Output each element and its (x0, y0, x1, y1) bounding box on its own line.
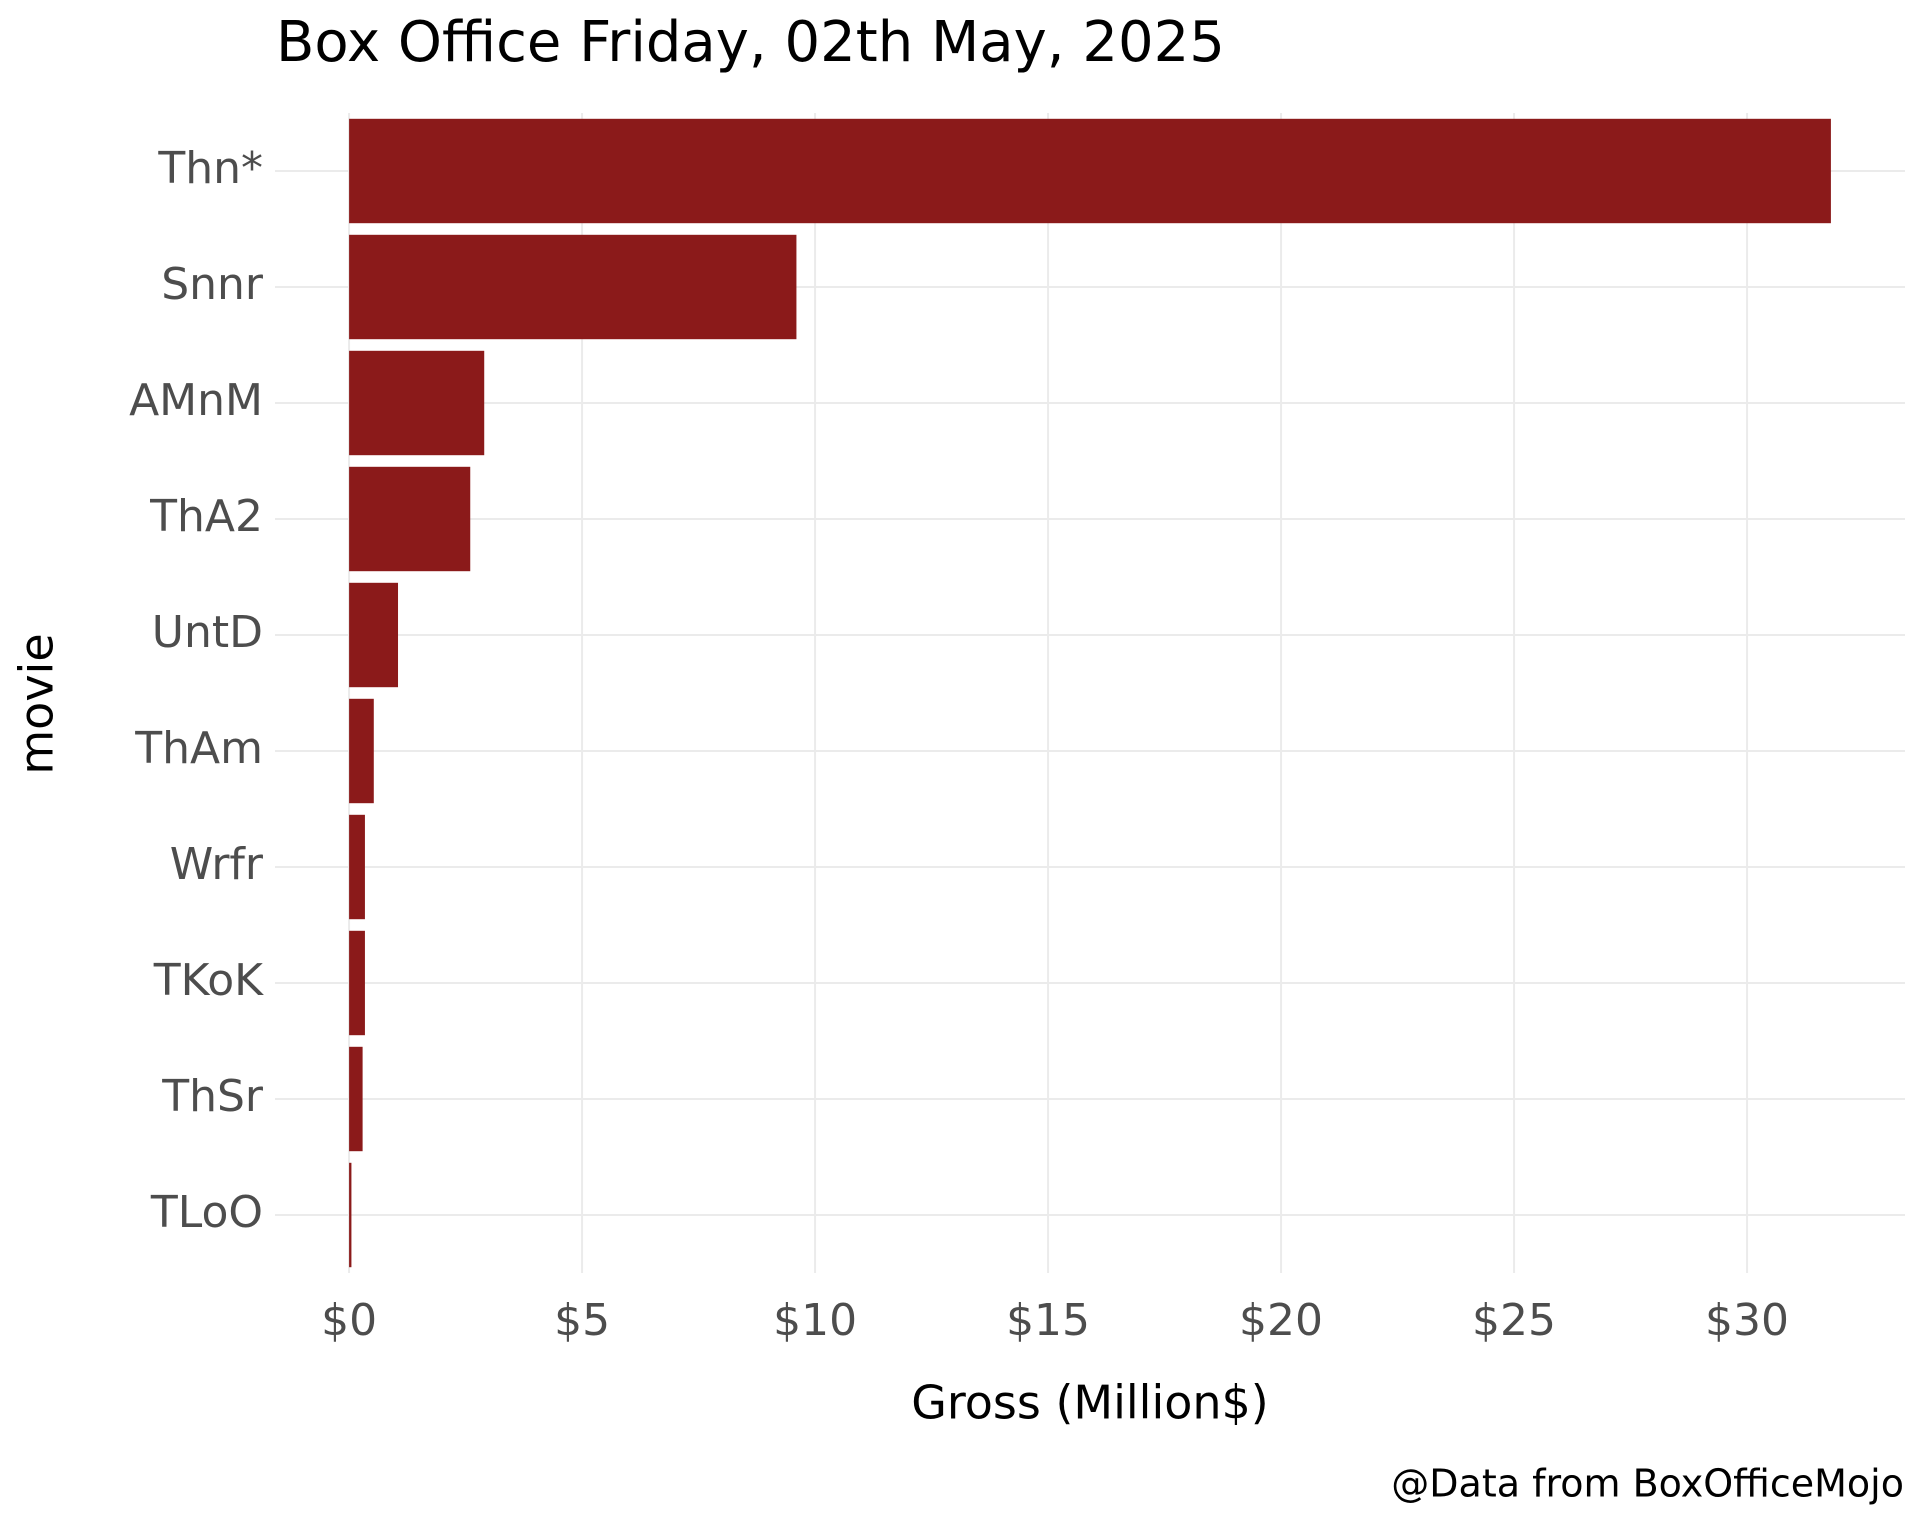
y-tick-label: ThAm (134, 723, 263, 774)
bar (349, 814, 365, 920)
chart-title: Box Office Friday, 02th May, 2025 (276, 10, 1225, 75)
bar (349, 1162, 352, 1268)
y-tick-label: TKoK (153, 955, 264, 1006)
bar (349, 698, 374, 804)
x-tick-label: $5 (554, 1295, 610, 1346)
x-tick-label: $25 (1472, 1295, 1556, 1346)
x-tick-label: $20 (1239, 1295, 1323, 1346)
bar (349, 930, 365, 1036)
caption: @Data from BoxOfficeMojo (1391, 1462, 1904, 1506)
x-axis-title: Gross (Million$) (911, 1376, 1269, 1430)
bar (349, 350, 485, 456)
y-tick-label: Snnr (161, 259, 264, 310)
bar (349, 582, 399, 688)
bar (349, 118, 1831, 224)
y-tick-label: ThSr (161, 1071, 264, 1122)
x-tick-label: $10 (773, 1295, 857, 1346)
y-tick-label: Wrfr (170, 839, 264, 890)
y-tick-label: TLoO (150, 1187, 263, 1238)
x-tick-label: $15 (1006, 1295, 1090, 1346)
x-tick-label: $0 (321, 1295, 377, 1346)
y-tick-label: ThA2 (149, 491, 263, 542)
bar (349, 466, 471, 572)
x-tick-label: $30 (1705, 1295, 1789, 1346)
bar (349, 234, 797, 340)
y-axis-title: movie (10, 633, 64, 774)
y-tick-label: UntD (152, 607, 263, 658)
y-tick-label: Thn* (157, 143, 263, 194)
y-tick-label: AMnM (129, 375, 263, 426)
bar (349, 1046, 363, 1152)
